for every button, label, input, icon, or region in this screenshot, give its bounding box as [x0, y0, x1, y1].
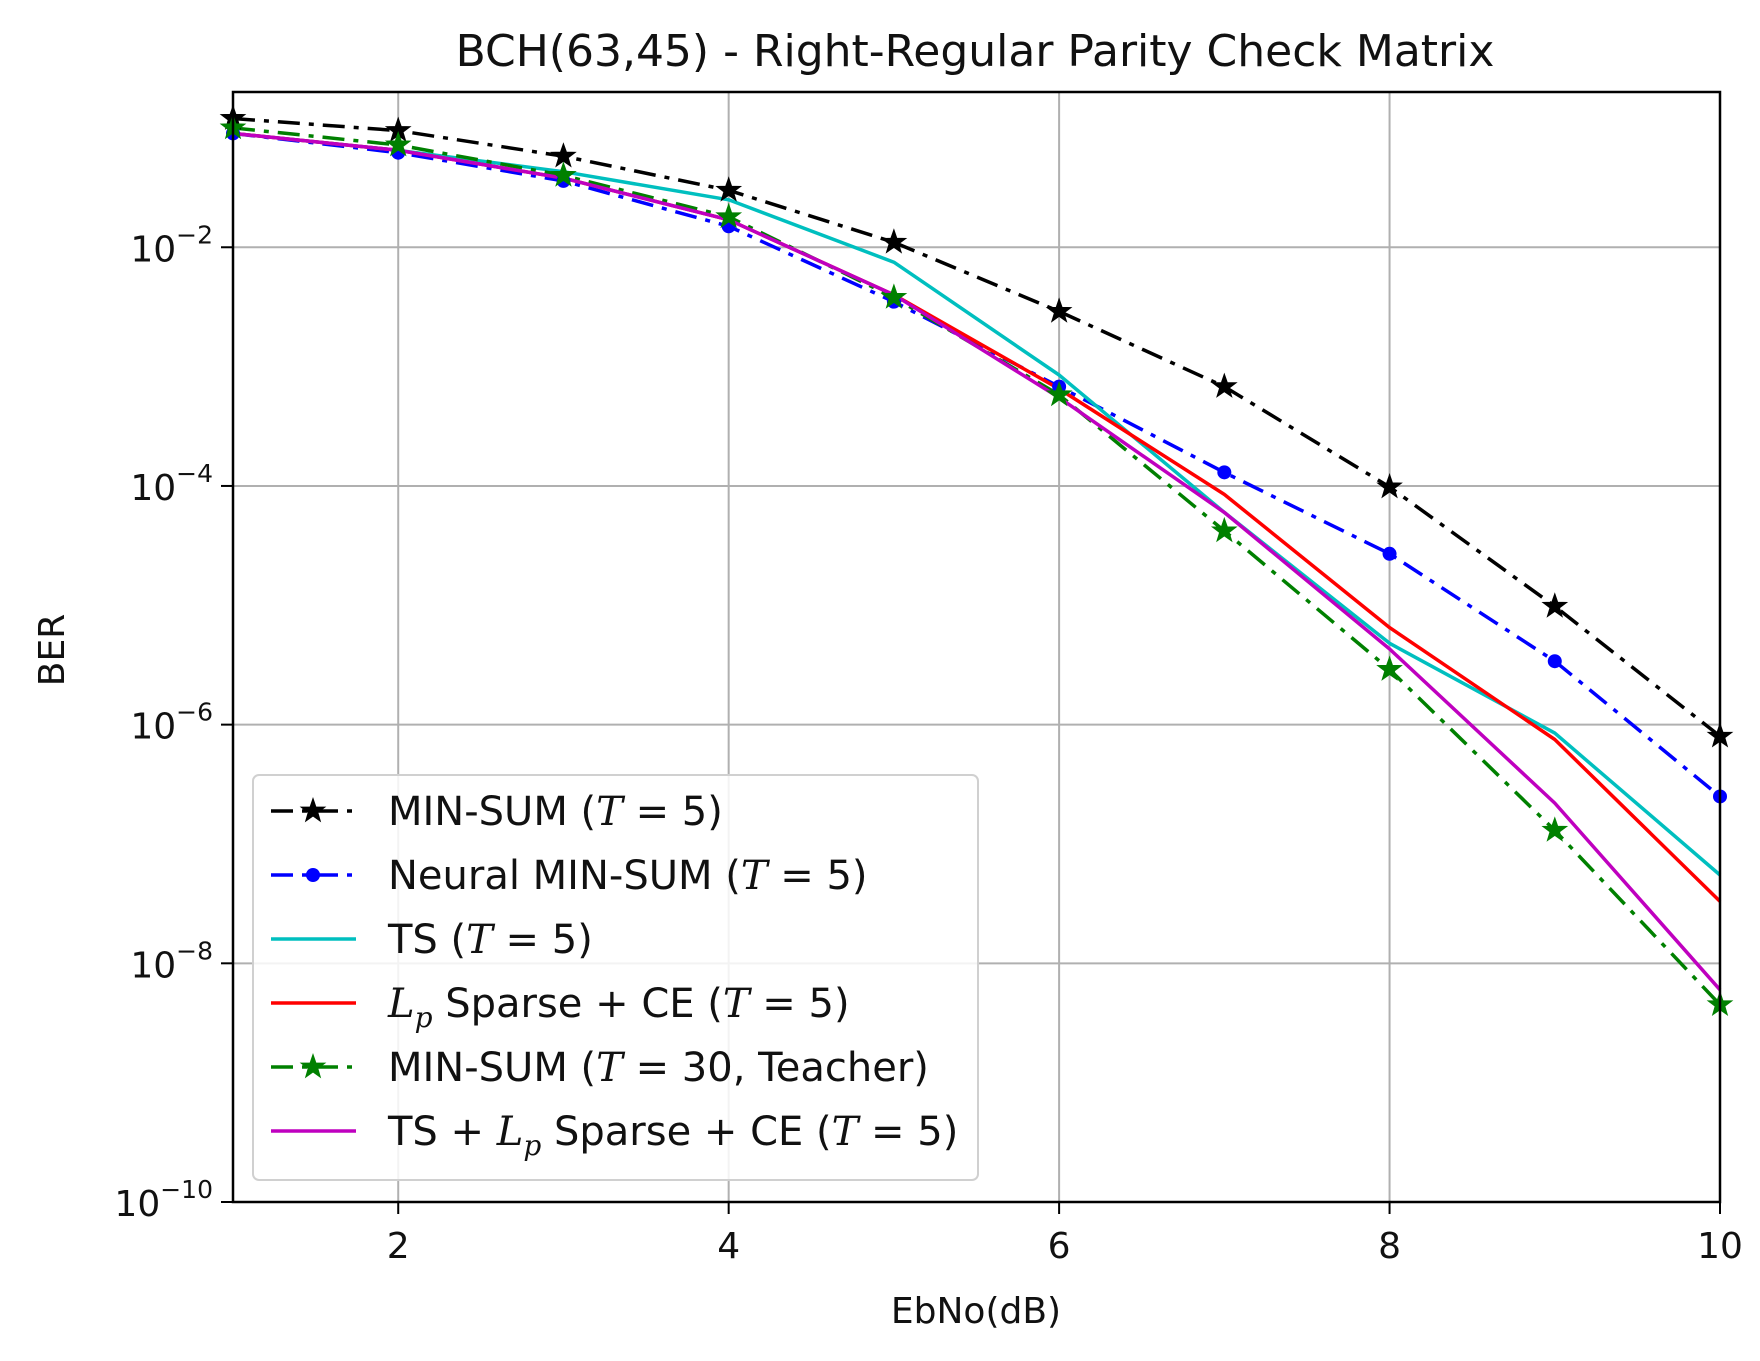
x-tick-label: 6	[1048, 1226, 1071, 1267]
legend-label-part: T	[832, 1109, 862, 1155]
legend-label-1: MIN-SUM (T = 5)	[388, 789, 723, 835]
series-2-point	[1382, 546, 1397, 561]
series-5-point	[715, 202, 743, 229]
legend-label-part: Sparse + CE (	[433, 981, 723, 1027]
y-tick-exponent: −10	[160, 1175, 213, 1204]
x-tick-label: 4	[717, 1226, 740, 1267]
series-5-point	[384, 130, 412, 157]
legend-box	[252, 774, 979, 1181]
series-5-point	[1376, 655, 1403, 681]
x-axis-label: EbNo(dB)	[891, 1291, 1061, 1332]
y-tick-label: 10−6	[130, 698, 213, 748]
plot-frame	[231, 90, 1722, 1204]
x-tick-label: 2	[387, 1226, 410, 1267]
legend-label-part: T	[466, 917, 496, 963]
legend-marker-5	[299, 1052, 327, 1079]
series-1-point	[1541, 592, 1569, 618]
series-line-3	[232, 131, 1722, 877]
x-tick-label: 10	[1697, 1226, 1743, 1267]
legend-label-part: = 5)	[768, 853, 868, 899]
chart-title: BCH(63,45) - Right-Regular Parity Check …	[456, 26, 1495, 77]
y-tick-label: 10−4	[130, 459, 213, 509]
legend-label-part: MIN-SUM (	[388, 789, 596, 835]
y-tick-label: 10−8	[130, 936, 213, 986]
series-5-point	[550, 161, 577, 187]
series-1-point	[1045, 297, 1073, 323]
legend-label-5: MIN-SUM (T = 30, Teacher)	[388, 1045, 929, 1091]
legend-label-part: Neural MIN-SUM (	[388, 853, 741, 899]
series-5-point	[1210, 516, 1238, 543]
y-tick-exponent: −4	[176, 459, 213, 488]
series-1-point	[880, 228, 908, 254]
legend-label-part: T	[723, 981, 753, 1027]
legend-marker-1	[299, 796, 327, 823]
y-tick-base: 10	[130, 945, 176, 986]
y-tick-base: 10	[114, 1184, 160, 1225]
y-tick-label: 10−10	[114, 1175, 213, 1225]
legend-label-part: = 30, Teacher)	[623, 1045, 929, 1091]
y-tick-exponent: −8	[176, 936, 213, 965]
series-5-point	[1541, 816, 1569, 842]
y-tick-base: 10	[130, 468, 176, 509]
legend-label-6: TS + Lp Sparse + CE (T = 5)	[387, 1109, 958, 1162]
legend: MIN-SUM (T = 5)Neural MIN-SUM (T = 5)TS …	[252, 774, 979, 1181]
legend-label-part: = 5)	[858, 1109, 958, 1155]
legend-label-part: TS +	[387, 1109, 497, 1155]
series-5-point	[880, 283, 908, 309]
y-tick-label: 10−2	[130, 220, 213, 270]
plot-lines	[232, 116, 1722, 1006]
legend-marker-2	[306, 868, 320, 882]
legend-label-part: T	[596, 1045, 626, 1091]
series-1-point	[1210, 372, 1238, 398]
series-1-point	[1376, 472, 1403, 499]
legend-label-part: p	[523, 1129, 541, 1162]
legend-label-4: Lp Sparse + CE (T = 5)	[387, 981, 850, 1034]
series-line-6	[232, 131, 1722, 991]
legend-label-part: = 5)	[750, 981, 850, 1027]
legend-label-2: Neural MIN-SUM (T = 5)	[388, 853, 868, 899]
y-tick-exponent: −2	[176, 220, 213, 249]
legend-label-part: L	[496, 1109, 524, 1155]
y-tick-exponent: −6	[176, 698, 213, 727]
y-tick-base: 10	[130, 229, 176, 270]
legend-label-part: T	[741, 853, 771, 899]
series-1-point	[550, 142, 577, 168]
legend-label-part: Sparse + CE (	[541, 1109, 831, 1155]
legend-label-part: p	[415, 1001, 433, 1034]
legend-label-part: MIN-SUM (	[388, 1045, 596, 1091]
legend-label-part: TS (	[387, 917, 466, 963]
series-2-point	[1217, 465, 1232, 480]
legend-label-part: L	[387, 981, 415, 1027]
series-2-point	[1547, 654, 1562, 669]
legend-label-part: = 5)	[623, 789, 723, 835]
x-tick-label: 8	[1378, 1226, 1401, 1267]
legend-label-3: TS (T = 5)	[387, 917, 593, 963]
series-1-point	[715, 176, 743, 202]
y-tick-base: 10	[130, 707, 176, 748]
series-5-point	[1045, 380, 1073, 407]
y-axis-label: BER	[32, 614, 73, 686]
legend-label-part: T	[596, 789, 626, 835]
legend-label-part: = 5)	[493, 917, 593, 963]
